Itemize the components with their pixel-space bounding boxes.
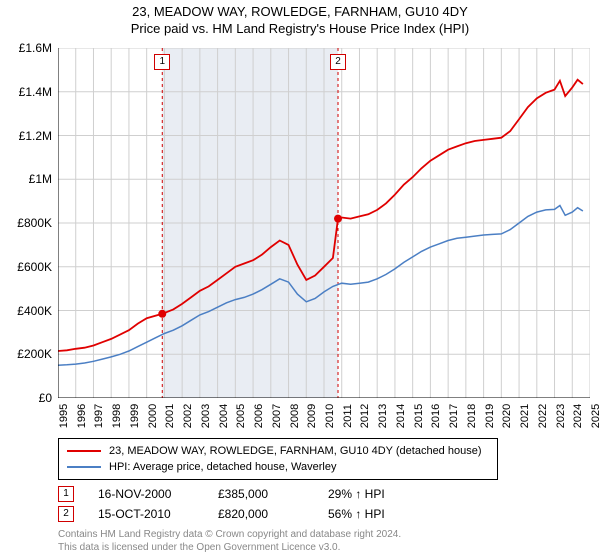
x-tick-label: 2022 [537,404,549,428]
footer-attribution: Contains HM Land Registry data © Crown c… [58,528,401,554]
y-tick-label: £200K [17,347,52,361]
y-axis-labels: £0£200K£400K£600K£800K£1M£1.2M£1.4M£1.6M [0,48,56,398]
x-tick-label: 2009 [306,404,318,428]
transaction-hpi: 56% ↑ HPI [328,507,438,521]
x-tick-label: 2017 [448,404,460,428]
transaction-marker: 1 [58,486,74,502]
transaction-rows: 1 16-NOV-2000£385,00029% ↑ HPI 2 15-OCT-201… [58,482,438,522]
footer-line1: Contains HM Land Registry data © Crown c… [58,528,401,541]
y-tick-label: £1.2M [19,129,52,143]
x-tick-label: 2008 [289,404,301,428]
x-tick-label: 2015 [413,404,425,428]
x-tick-label: 2019 [484,404,496,428]
x-tick-label: 2013 [377,404,389,428]
transaction-price: £385,000 [218,487,328,501]
x-tick-label: 2005 [235,404,247,428]
x-tick-label: 2011 [342,404,354,428]
legend-swatch [67,450,101,452]
y-tick-label: £1.6M [19,41,52,55]
x-tick-label: 2021 [519,404,531,428]
y-tick-label: £400K [17,304,52,318]
x-tick-label: 2025 [590,404,600,428]
x-tick-label: 2018 [466,404,478,428]
x-tick-label: 2006 [253,404,265,428]
chart-marker: 2 [330,54,346,70]
legend-label: 23, MEADOW WAY, ROWLEDGE, FARNHAM, GU10 … [109,445,482,457]
x-tick-label: 2012 [359,404,371,428]
x-tick-label: 2020 [501,404,513,428]
x-tick-label: 1997 [93,404,105,428]
x-tick-label: 1995 [58,404,70,428]
page-title: 23, MEADOW WAY, ROWLEDGE, FARNHAM, GU10 … [0,0,600,19]
x-tick-label: 2010 [324,404,336,428]
x-axis-labels: 1995 1996 1997 1998 1999 2000 2001 2002 2003 2004… [58,398,590,438]
x-tick-label: 2002 [182,404,194,428]
y-tick-label: £800K [17,216,52,230]
chart-marker: 1 [154,54,170,70]
legend-row: HPI: Average price, detached house, Wave… [67,459,489,475]
x-tick-label: 2000 [147,404,159,428]
y-tick-label: £0 [39,391,52,405]
x-tick-label: 1996 [76,404,88,428]
x-tick-label: 2004 [218,404,230,428]
transaction-date: 15-OCT-2010 [98,507,218,521]
transaction-row: 1 16-NOV-2000£385,00029% ↑ HPI [58,486,438,502]
transaction-hpi: 29% ↑ HPI [328,487,438,501]
y-tick-label: £600K [17,260,52,274]
y-tick-label: £1.4M [19,85,52,99]
legend: 23, MEADOW WAY, ROWLEDGE, FARNHAM, GU10 … [58,438,498,480]
chart-svg [58,48,590,398]
legend-label: HPI: Average price, detached house, Wave… [109,461,336,473]
x-tick-label: 2007 [271,404,283,428]
y-tick-label: £1M [29,172,52,186]
x-tick-label: 2003 [200,404,212,428]
x-tick-label: 2024 [572,404,584,428]
x-tick-label: 2001 [164,404,176,428]
transaction-marker: 2 [58,506,74,522]
transaction-price: £820,000 [218,507,328,521]
x-tick-label: 2016 [430,404,442,428]
x-tick-label: 1998 [111,404,123,428]
x-tick-label: 2023 [555,404,567,428]
x-tick-label: 2014 [395,404,407,428]
legend-swatch [67,466,101,468]
transaction-row: 2 15-OCT-2010£820,00056% ↑ HPI [58,506,438,522]
footer-line2: This data is licensed under the Open Gov… [58,541,401,554]
line-chart: 12 [58,48,590,398]
transaction-date: 16-NOV-2000 [98,487,218,501]
x-tick-label: 1999 [129,404,141,428]
legend-row: 23, MEADOW WAY, ROWLEDGE, FARNHAM, GU10 … [67,443,489,459]
page-subtitle: Price paid vs. HM Land Registry's House … [0,19,600,36]
